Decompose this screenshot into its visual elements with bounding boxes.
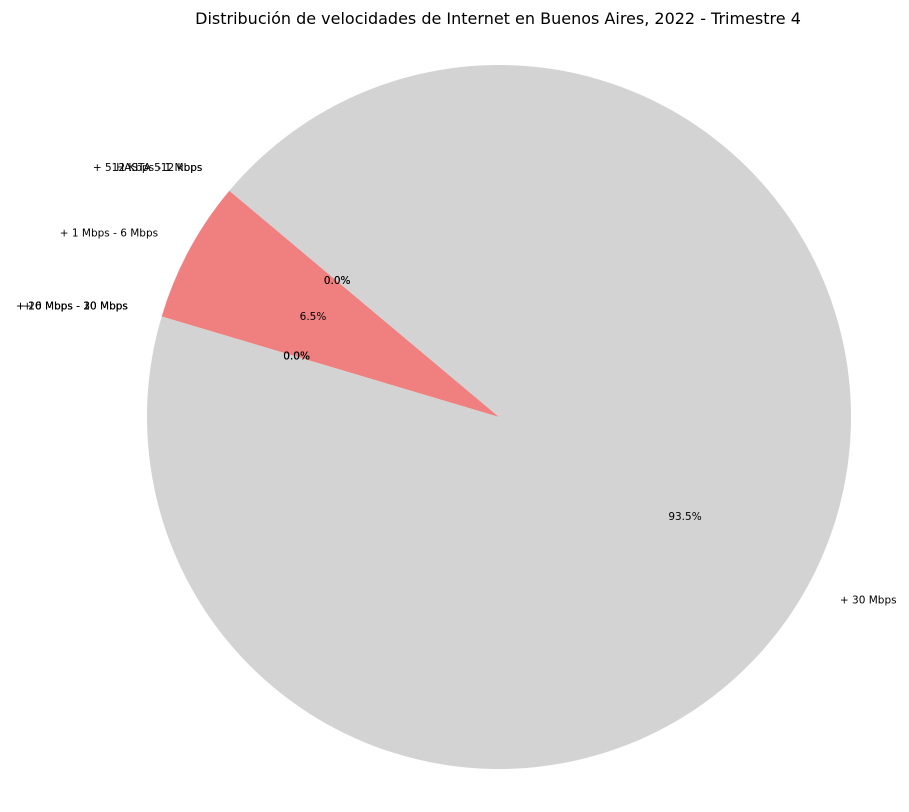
slice-pct-512-kbps-1-mbps: 0.0% [324,275,351,287]
slice-label-6-mbps-10-mbps: + 6 Mbps - 10 Mbps [23,300,128,312]
slice-label-512-kbps-1-mbps: + 512 Kbps - 1 Mbps [93,162,203,174]
slice-label-30-mbps: + 30 Mbps [840,595,897,607]
chart-title: Distribución de velocidades de Internet … [195,9,801,28]
pie-labels: HASTA 512 kbps 0.0% + 512 Kbps - 1 Mbps 0.0… [16,162,896,606]
slice-pct-1-mbps-6-mbps: 6.5% [300,311,327,323]
slice-label-20-mbps-30-mbps: + 20 Mbps - 30 Mbps [16,300,128,312]
slice-pct-30-mbps: 93.5% [668,511,701,523]
pie-slices [147,64,852,769]
slice-label-hasta-512-kbps: HASTA 512 kbps [116,162,202,174]
slice-label-10-mbps-20-mbps: + 10 Mbps - 20 Mbps [16,300,128,312]
slice-pct-hasta-512-kbps: 0.0% [324,275,351,287]
pie-slice-30-mbps [147,64,852,769]
pie-slice-1-mbps-6-mbps [161,190,500,417]
slice-pct-10-mbps-20-mbps: 0.0% [283,351,310,363]
slice-pct-20-mbps-30-mbps: 0.0% [283,351,310,363]
slice-pct-6-mbps-10-mbps: 0.0% [283,351,310,363]
slice-label-1-mbps-6-mbps: + 1 Mbps - 6 Mbps [60,227,158,239]
